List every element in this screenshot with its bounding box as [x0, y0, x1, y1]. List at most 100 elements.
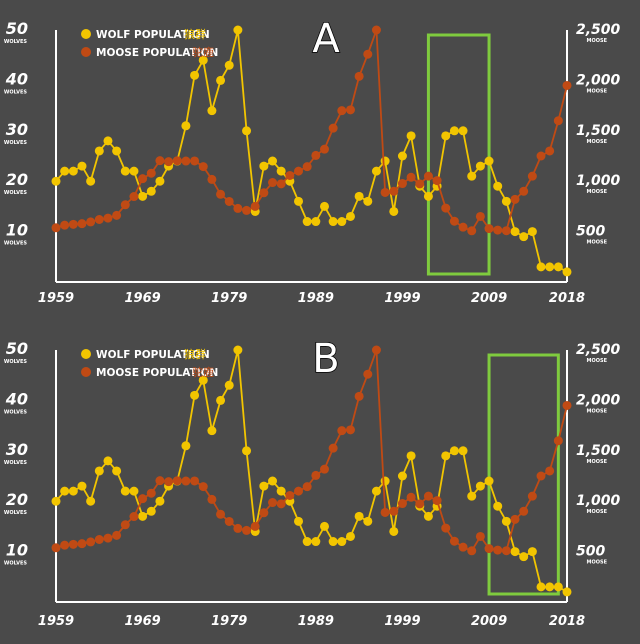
wolf-data-point	[311, 537, 321, 547]
right-unit-label: MOOSE	[587, 459, 608, 465]
moose-data-point	[311, 470, 321, 480]
wolf-data-point	[68, 166, 78, 176]
right-tick-label: 2,500	[576, 342, 621, 358]
legend-moose-marker	[81, 47, 91, 57]
wolf-data-point	[120, 486, 130, 496]
moose-data-point	[302, 162, 312, 172]
moose-data-point	[553, 116, 563, 126]
wolf-data-point	[397, 471, 407, 481]
moose-data-point	[484, 224, 494, 234]
wolf-data-point	[259, 481, 269, 491]
wolf-data-point	[562, 267, 572, 277]
wolf-data-point	[371, 486, 381, 496]
moose-data-point	[86, 217, 96, 227]
x-tick-label: 2018	[549, 614, 585, 629]
moose-data-point	[51, 223, 61, 233]
chart-panel-a: 10WOLVES20WOLVES30WOLVES40WOLVES50WOLVES…	[4, 15, 621, 306]
moose-data-point	[328, 443, 338, 453]
legend-wolf-label-cn: 狼群	[184, 347, 206, 361]
moose-data-point	[94, 535, 104, 545]
wolf-data-point	[268, 476, 278, 486]
x-tick-label: 1969	[125, 291, 161, 306]
x-tick-label: 1999	[384, 291, 420, 306]
wolf-data-point	[328, 537, 338, 547]
moose-data-point	[397, 499, 407, 509]
right-tick-label: 2,000	[576, 72, 621, 88]
moose-data-point	[319, 144, 329, 154]
moose-data-point	[406, 492, 416, 502]
wolf-data-point	[77, 481, 87, 491]
wolf-data-point	[190, 70, 200, 80]
right-unit-label: MOOSE	[587, 240, 608, 246]
moose-data-point	[190, 156, 200, 166]
moose-data-point	[250, 201, 260, 211]
moose-data-point	[423, 491, 433, 501]
wolf-data-point	[155, 496, 165, 506]
moose-data-point	[181, 476, 191, 486]
wolf-data-point	[94, 146, 104, 156]
wolf-data-point	[519, 552, 529, 562]
left-unit-label: WOLVES	[4, 39, 28, 45]
wolf-data-point	[294, 196, 304, 206]
wolf-data-point	[138, 191, 148, 201]
wolf-data-point	[389, 526, 399, 536]
moose-data-point	[60, 220, 70, 230]
right-tick-label: 500	[576, 224, 605, 240]
moose-data-point	[138, 174, 148, 184]
moose-data-point	[371, 25, 381, 35]
legend-moose-label-cn: 驼鹿	[192, 365, 214, 379]
moose-data-point	[181, 156, 191, 166]
wolf-data-point	[484, 156, 494, 166]
left-tick-label: 20	[6, 490, 28, 509]
wolf-data-point	[354, 191, 364, 201]
wolf-data-point	[242, 126, 252, 136]
moose-data-point	[345, 105, 355, 115]
wolf-data-point	[68, 486, 78, 496]
wolf-data-point	[406, 451, 416, 461]
moose-data-point	[294, 486, 304, 496]
right-tick-label: 1,500	[576, 123, 621, 139]
left-unit-label: WOLVES	[4, 190, 28, 196]
moose-data-point	[545, 146, 555, 156]
left-unit-label: WOLVES	[4, 561, 28, 567]
moose-data-point	[449, 536, 459, 546]
moose-data-point	[268, 498, 278, 508]
highlight-box	[426, 33, 491, 276]
left-tick-label: 30	[6, 120, 28, 139]
x-tick-label: 1989	[298, 291, 334, 306]
moose-data-point	[68, 219, 78, 229]
wolf-data-point	[510, 547, 520, 557]
wolf-data-point	[449, 126, 459, 136]
right-unit-label: MOOSE	[587, 189, 608, 195]
moose-data-point	[527, 491, 537, 501]
x-tick-label: 1999	[384, 614, 420, 629]
moose-data-point	[250, 521, 260, 531]
chart-panel-b: 10WOLVES20WOLVES30WOLVES40WOLVES50WOLVES…	[4, 335, 621, 629]
moose-data-point	[164, 477, 174, 487]
panel-label: A	[312, 16, 340, 62]
moose-data-point	[129, 192, 139, 202]
left-unit-label: WOLVES	[4, 241, 28, 247]
moose-data-point	[432, 176, 442, 186]
wolf-data-point	[86, 496, 96, 506]
x-tick-label: 1959	[38, 614, 74, 629]
moose-data-point	[164, 157, 174, 167]
wolf-data-point	[354, 511, 364, 521]
wolf-data-point	[545, 262, 555, 272]
moose-data-point	[363, 49, 373, 59]
wolf-data-point	[224, 60, 234, 70]
wolf-data-point	[77, 161, 87, 171]
moose-data-point	[120, 200, 130, 210]
legend-wolf-label: WOLF POPULATION	[96, 349, 210, 361]
wolf-data-point	[207, 106, 217, 116]
moose-data-point	[68, 539, 78, 549]
x-tick-label: 2018	[549, 291, 585, 306]
moose-data-point	[432, 496, 442, 506]
moose-data-point	[86, 537, 96, 547]
moose-data-point	[501, 226, 511, 236]
moose-data-point	[441, 203, 451, 213]
moose-data-point	[259, 508, 269, 518]
wolf-data-point	[112, 466, 122, 476]
